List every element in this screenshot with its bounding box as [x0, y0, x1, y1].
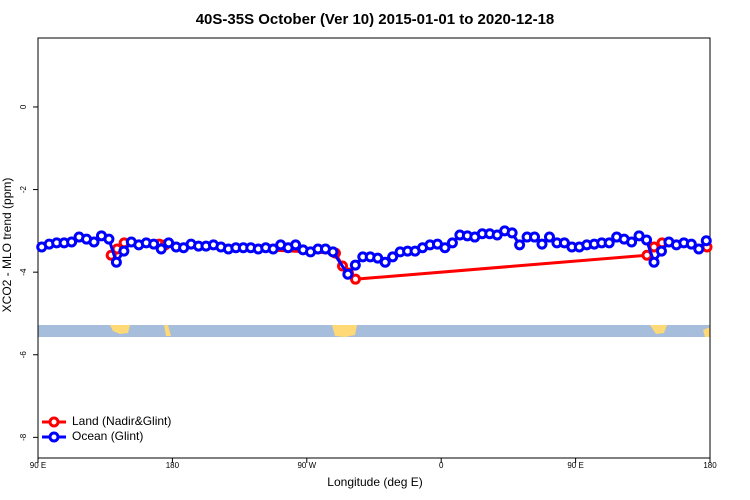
x-tick-label: 180 — [703, 461, 717, 470]
legend-label: Ocean (Glint) — [72, 429, 143, 443]
data-point — [110, 256, 122, 268]
y-tick-label: -8 — [19, 433, 28, 441]
data-point — [155, 243, 167, 255]
data-point — [529, 231, 541, 243]
y-axis-label: XCO2 - MLO trend (ppm) — [0, 178, 14, 313]
data-point — [439, 242, 451, 254]
data-point — [543, 231, 555, 243]
y-tick-label: 0 — [19, 104, 28, 109]
land-shape — [164, 325, 171, 336]
data-point — [603, 237, 615, 249]
x-tick-label: 90 E — [30, 461, 46, 470]
land-shape — [110, 325, 130, 334]
data-point — [88, 236, 100, 248]
data-point — [700, 235, 712, 247]
x-tick-label: 0 — [439, 461, 444, 470]
y-tick-label: -6 — [19, 351, 28, 359]
data-point — [536, 238, 548, 250]
data-point — [327, 246, 339, 258]
y-tick-label: -4 — [19, 268, 28, 276]
x-tick-label: 90 E — [567, 461, 583, 470]
land-shape — [332, 325, 357, 337]
data-point — [446, 237, 458, 249]
land-shape — [650, 325, 667, 334]
data-point — [342, 268, 354, 280]
legend-marker — [48, 431, 60, 443]
data-point — [349, 273, 361, 285]
data-point — [693, 243, 705, 255]
data-point — [290, 239, 302, 251]
legend-marker — [48, 416, 60, 428]
data-point — [648, 256, 660, 268]
data-point — [103, 233, 115, 245]
data-point — [514, 239, 526, 251]
land-shape — [703, 327, 710, 337]
data-point — [641, 234, 653, 246]
data-point — [506, 227, 518, 239]
data-point — [118, 245, 130, 257]
x-tick-label: 180 — [166, 461, 180, 470]
data-point — [685, 238, 697, 250]
chart-title: 40S-35S October (Ver 10) 2015-01-01 to 2… — [196, 11, 555, 28]
data-point — [349, 259, 361, 271]
data-point — [655, 245, 667, 257]
data-point — [387, 251, 399, 263]
data-point — [148, 238, 160, 250]
legend-label: Land (Nadir&Glint) — [72, 414, 171, 428]
data-point — [379, 256, 391, 268]
data-point — [626, 236, 638, 248]
land-strip — [38, 325, 710, 337]
y-tick-label: -2 — [19, 185, 28, 193]
data-point — [66, 236, 78, 248]
x-axis-label: Longitude (deg E) — [327, 475, 422, 489]
ocean-band — [38, 325, 710, 337]
x-tick-label: 90 W — [297, 461, 316, 470]
